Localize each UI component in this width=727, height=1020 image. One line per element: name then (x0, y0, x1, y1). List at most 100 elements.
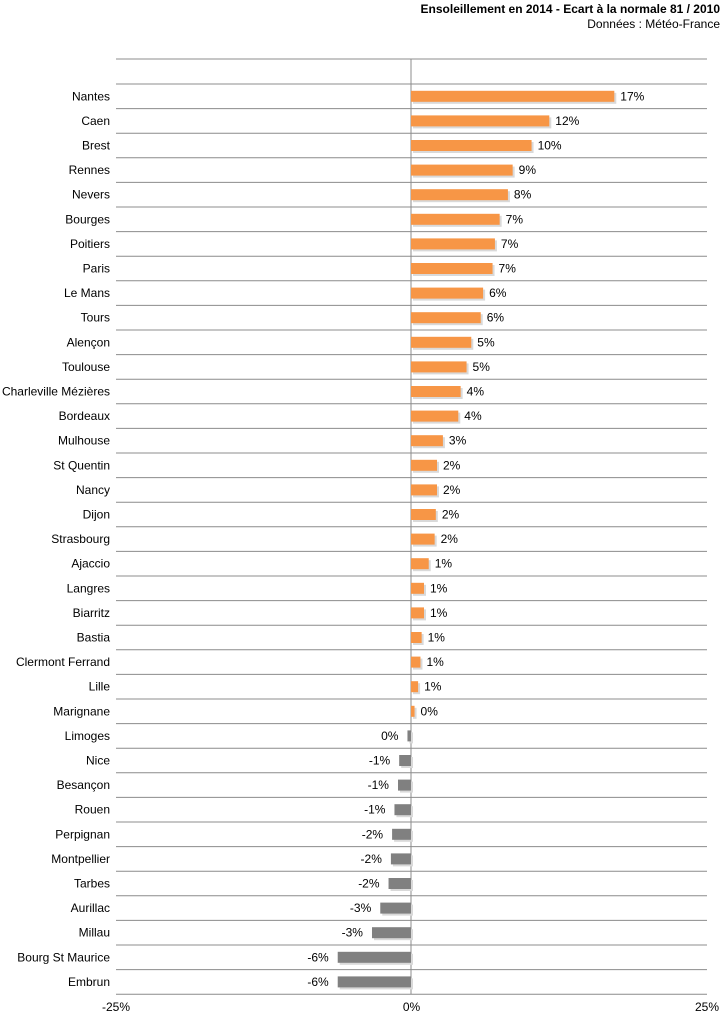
category-label: Mulhouse (58, 434, 110, 448)
bar (411, 582, 425, 594)
category-label: Charleville Mézières (2, 385, 110, 399)
bar (337, 976, 411, 988)
bar (407, 730, 411, 742)
category-label: Ajaccio (71, 557, 110, 571)
bar (411, 632, 422, 643)
category-label: Embrun (68, 975, 110, 989)
bar (411, 164, 513, 176)
bar (411, 238, 495, 250)
category-label: Bordeaux (59, 409, 110, 423)
x-tick-label: 25% (695, 1000, 719, 1014)
category-label: St Quentin (53, 458, 110, 472)
category-label: Tarbes (74, 877, 110, 891)
value-label: 7% (499, 262, 517, 276)
value-label: 0% (421, 704, 439, 718)
bar (411, 90, 615, 102)
value-label: 12% (555, 114, 579, 128)
value-label: 6% (489, 286, 507, 300)
value-label: 1% (430, 581, 448, 595)
bar (397, 779, 411, 791)
value-label: 6% (487, 311, 505, 325)
value-label: 4% (467, 385, 485, 399)
category-label: Millau (79, 926, 110, 940)
category-label: Strasbourg (51, 532, 110, 546)
x-tick-label: 0% (403, 1000, 421, 1014)
category-label: Marignane (53, 704, 110, 718)
bar (411, 312, 481, 324)
bar (371, 927, 411, 939)
category-label: Montpellier (51, 852, 110, 866)
value-label: 1% (430, 606, 448, 620)
value-label: 4% (464, 409, 482, 423)
bar (388, 878, 411, 889)
category-label: Aurillac (71, 901, 110, 915)
bar (390, 853, 411, 865)
value-label: -6% (307, 950, 329, 964)
category-label: Dijon (83, 508, 110, 522)
bar (411, 189, 508, 201)
category-label: Clermont Ferrand (16, 655, 110, 669)
value-label: -2% (358, 877, 380, 891)
value-label: -1% (368, 778, 390, 792)
value-label: 1% (428, 631, 446, 645)
category-label: Le Mans (64, 286, 110, 300)
bar (337, 951, 411, 963)
bar (411, 213, 500, 225)
category-label: Biarritz (73, 606, 110, 620)
chart-subtitle: Données : Météo-France (587, 17, 720, 31)
bar (411, 509, 436, 520)
value-label: 2% (441, 532, 459, 546)
value-label: 17% (620, 89, 644, 103)
category-label: Bastia (77, 631, 111, 645)
value-label: 2% (443, 483, 461, 497)
bar (380, 902, 411, 914)
value-label: 1% (435, 557, 453, 571)
category-label: Poitiers (70, 237, 110, 251)
category-label: Tours (81, 311, 110, 325)
value-label: 9% (519, 163, 537, 177)
bar (411, 336, 472, 348)
value-label: 2% (442, 508, 460, 522)
category-label: Brest (82, 139, 111, 153)
x-tick-label: -25% (102, 1000, 130, 1014)
category-label: Nancy (76, 483, 110, 497)
value-label: -3% (350, 901, 372, 915)
value-label: -2% (361, 852, 383, 866)
bar (411, 484, 438, 496)
value-label: -1% (364, 803, 386, 817)
category-label: Paris (83, 262, 110, 276)
bar-shadow (409, 732, 413, 744)
category-label: Rouen (75, 803, 110, 817)
bar (411, 558, 429, 570)
bar (411, 287, 484, 299)
value-label: -2% (362, 827, 384, 841)
bar (411, 533, 435, 545)
bar (411, 361, 467, 373)
bars (337, 90, 617, 990)
bar-shadow (413, 707, 417, 719)
value-label: 2% (443, 458, 461, 472)
bar (411, 386, 461, 397)
value-label: 3% (449, 434, 467, 448)
category-label: Nice (86, 754, 110, 768)
category-label: Lille (89, 680, 111, 694)
bar (411, 705, 415, 717)
category-label: Bourges (65, 212, 110, 226)
category-label: Caen (81, 114, 110, 128)
category-label: Limoges (65, 729, 110, 743)
category-label: Bourg St Maurice (17, 950, 110, 964)
chart-title: Ensoleillement en 2014 - Ecart à la norm… (420, 2, 720, 16)
value-label: -3% (342, 926, 364, 940)
category-label: Perpignan (55, 827, 110, 841)
bar (392, 828, 411, 840)
value-label: 10% (538, 139, 562, 153)
value-label: 0% (381, 729, 399, 743)
bar (411, 656, 421, 668)
category-label: Toulouse (62, 360, 110, 374)
category-label: Langres (67, 581, 110, 595)
category-label: Nantes (72, 89, 110, 103)
value-label: 7% (506, 212, 524, 226)
bar (411, 115, 550, 127)
category-label: Alençon (67, 335, 110, 349)
